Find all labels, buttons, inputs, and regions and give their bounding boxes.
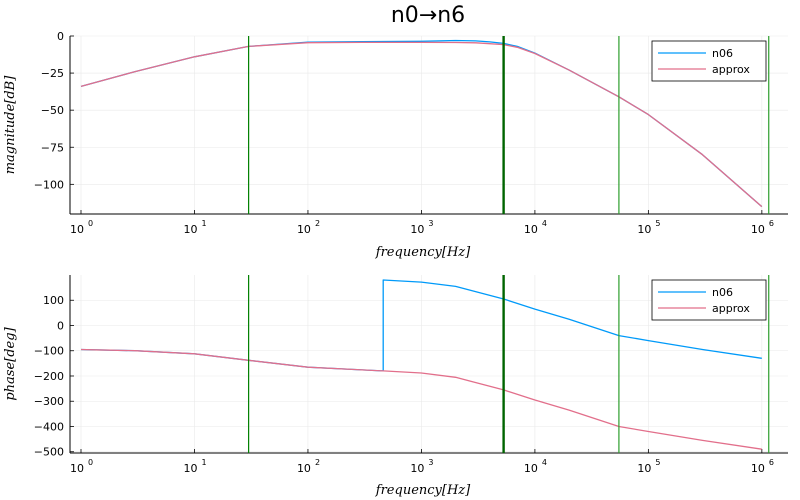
- phase-xtick-label: 10: [751, 462, 765, 475]
- phase-ytick-label: −200: [34, 370, 64, 383]
- mag-xtick-exponent: 0: [88, 219, 93, 228]
- mag-xtick-label: 10: [70, 223, 84, 236]
- phase-series-group: [80, 279, 762, 450]
- mag-xtick-label: 10: [751, 223, 765, 236]
- mag-y-axis-label: magnitude[dB]: [3, 75, 18, 174]
- phase-legend-box: [651, 279, 767, 321]
- phase-xtick-exponent: 3: [428, 458, 433, 467]
- mag-xtick-label: 10: [297, 223, 311, 236]
- phase-xtick-exponent: 5: [655, 458, 660, 467]
- phase-xtick-label: 10: [637, 462, 651, 475]
- mag-xtick-label: 10: [637, 223, 651, 236]
- phase-legend-label: approx: [712, 302, 750, 315]
- mag-legend-box: [651, 40, 767, 82]
- mag-legend: n06 approx: [651, 40, 767, 82]
- phase-x-axis-label: frequency[Hz]: [375, 483, 471, 498]
- phase-ytick-label: −300: [34, 395, 64, 408]
- mag-xtick-exponent: 2: [315, 219, 320, 228]
- phase-xtick-exponent: 4: [542, 458, 547, 467]
- phase-xtick-exponent: 1: [201, 458, 206, 467]
- phase-ytick-label: −400: [34, 420, 64, 433]
- mag-xtick-label: 10: [183, 223, 197, 236]
- mag-ytick-label: −50: [41, 104, 64, 117]
- phase-xtick-label: 10: [524, 462, 538, 475]
- phase-legend-label: n06: [712, 286, 733, 299]
- figure-title: n0→n6: [391, 3, 465, 28]
- phase-ytick-label: 100: [43, 294, 64, 307]
- mag-xtick-exponent: 1: [201, 219, 206, 228]
- mag-xtick-exponent: 5: [655, 219, 660, 228]
- phase-xtick-exponent: 0: [88, 458, 93, 467]
- phase-legend: n06 approx: [651, 279, 767, 321]
- phase-xtick-exponent: 2: [315, 458, 320, 467]
- phase-xtick-label: 10: [183, 462, 197, 475]
- phase-ytick-label: −100: [34, 345, 64, 358]
- phase-xtick-label: 10: [70, 462, 84, 475]
- phase-series-line-approx: [80, 348, 762, 450]
- mag-ytick-label: −100: [34, 178, 64, 191]
- mag-ytick-label: 0: [57, 30, 64, 43]
- mag-x-axis-label: frequency[Hz]: [375, 245, 471, 260]
- mag-xtick-exponent: 3: [428, 219, 433, 228]
- magnitude-panel: 10 0 10 1 10 2 10 3 10 4 10 5 10 6 0 −25 −50 −75 −100 frequ…: [3, 30, 788, 260]
- mag-legend-label: approx: [712, 63, 750, 76]
- mag-xtick-exponent: 4: [542, 219, 547, 228]
- mag-ytick-label: −75: [41, 141, 64, 154]
- mag-xtick-exponent: 6: [769, 219, 774, 228]
- phase-xtick-exponent: 6: [769, 458, 774, 467]
- phase-panel: 10 0 10 1 10 2 10 3 10 4 10 5 10 61000−100−200−300−40…: [3, 275, 788, 498]
- phase-ytick-label: −500: [34, 446, 64, 459]
- mag-series-group: [80, 39, 763, 208]
- phase-ytick-label: 0: [57, 319, 64, 332]
- phase-xtick-label: 10: [410, 462, 424, 475]
- phase-xtick-label: 10: [297, 462, 311, 475]
- mag-legend-label: n06: [712, 47, 733, 60]
- mag-xtick-label: 10: [410, 223, 424, 236]
- mag-series-line-approx: [80, 41, 763, 208]
- phase-y-axis-label: phase[deg]: [3, 326, 18, 400]
- mag-xtick-label: 10: [524, 223, 538, 236]
- mag-ytick-label: −25: [41, 67, 64, 80]
